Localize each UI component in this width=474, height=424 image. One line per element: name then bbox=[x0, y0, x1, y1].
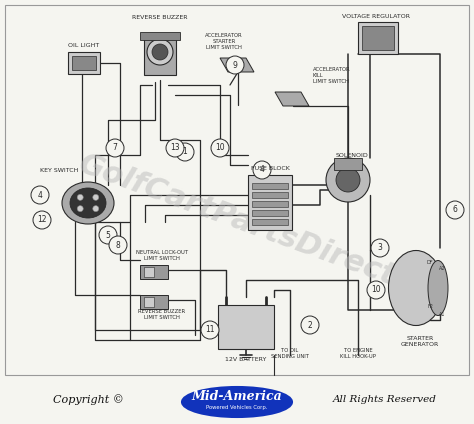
Text: 2: 2 bbox=[308, 321, 312, 329]
Text: DF: DF bbox=[427, 259, 433, 265]
Circle shape bbox=[152, 44, 168, 60]
Circle shape bbox=[253, 161, 271, 179]
Text: 13: 13 bbox=[170, 143, 180, 153]
Ellipse shape bbox=[62, 182, 114, 224]
Text: FUSE BLOCK: FUSE BLOCK bbox=[251, 166, 290, 171]
Ellipse shape bbox=[70, 188, 106, 218]
Bar bbox=[248, 175, 292, 230]
Text: 9: 9 bbox=[233, 61, 237, 70]
Circle shape bbox=[301, 316, 319, 334]
Polygon shape bbox=[275, 92, 309, 106]
Bar bbox=[72, 56, 96, 70]
Circle shape bbox=[106, 139, 124, 157]
Text: 12: 12 bbox=[37, 215, 47, 224]
Circle shape bbox=[93, 194, 99, 201]
Circle shape bbox=[166, 139, 184, 157]
Bar bbox=[218, 305, 274, 349]
Text: ACCELERATOR
KILL
LIMIT SWITCH: ACCELERATOR KILL LIMIT SWITCH bbox=[313, 67, 351, 84]
Text: 4: 4 bbox=[37, 190, 43, 200]
Text: 6: 6 bbox=[453, 206, 457, 215]
Circle shape bbox=[371, 239, 389, 257]
Text: REVERSE BUZZER
LIMIT SWITCH: REVERSE BUZZER LIMIT SWITCH bbox=[138, 309, 185, 320]
Bar bbox=[252, 183, 288, 189]
Circle shape bbox=[336, 168, 360, 192]
Bar bbox=[140, 32, 180, 40]
Circle shape bbox=[109, 236, 127, 254]
Circle shape bbox=[446, 201, 464, 219]
Bar bbox=[252, 219, 288, 225]
Circle shape bbox=[93, 206, 99, 212]
Text: STARTER
GENERATOR: STARTER GENERATOR bbox=[401, 336, 439, 347]
Text: GolfCartPartsDirect: GolfCartPartsDirect bbox=[74, 149, 400, 291]
Circle shape bbox=[147, 39, 173, 65]
Text: 10: 10 bbox=[371, 285, 381, 295]
Text: Copyright ©: Copyright © bbox=[53, 395, 123, 405]
Text: SOLENOID: SOLENOID bbox=[336, 153, 368, 158]
Bar bbox=[252, 201, 288, 207]
Text: F2: F2 bbox=[427, 304, 433, 309]
Text: Mid-America: Mid-America bbox=[191, 391, 283, 404]
Text: All Rights Reserved: All Rights Reserved bbox=[333, 396, 437, 404]
Text: 1: 1 bbox=[182, 148, 187, 156]
Text: A1: A1 bbox=[439, 312, 445, 316]
Bar bbox=[144, 297, 154, 307]
Text: 12V BATTERY: 12V BATTERY bbox=[225, 357, 267, 362]
Circle shape bbox=[77, 206, 83, 212]
Text: REVERSE BUZZER: REVERSE BUZZER bbox=[132, 15, 188, 20]
Ellipse shape bbox=[428, 260, 448, 315]
Text: 4: 4 bbox=[260, 165, 264, 175]
Bar bbox=[358, 22, 398, 54]
Bar bbox=[140, 295, 168, 309]
Bar bbox=[252, 210, 288, 216]
Bar bbox=[334, 158, 362, 170]
Text: 11: 11 bbox=[205, 326, 215, 335]
Circle shape bbox=[201, 321, 219, 339]
Bar bbox=[144, 267, 154, 277]
Bar bbox=[68, 52, 100, 74]
Ellipse shape bbox=[182, 387, 292, 417]
Circle shape bbox=[367, 281, 385, 299]
Text: 5: 5 bbox=[106, 231, 110, 240]
Circle shape bbox=[33, 211, 51, 229]
Text: A2: A2 bbox=[439, 265, 445, 271]
Circle shape bbox=[226, 56, 244, 74]
Bar bbox=[252, 192, 288, 198]
Text: 7: 7 bbox=[112, 143, 118, 153]
Text: 8: 8 bbox=[116, 240, 120, 249]
Text: TO OIL
SENDING UNIT: TO OIL SENDING UNIT bbox=[271, 348, 309, 359]
Circle shape bbox=[211, 139, 229, 157]
Text: TO ENGINE
KILL HOOK-UP: TO ENGINE KILL HOOK-UP bbox=[340, 348, 376, 359]
Text: VOLTAGE REGULATOR: VOLTAGE REGULATOR bbox=[342, 14, 410, 19]
Text: 10: 10 bbox=[215, 143, 225, 153]
Text: ACCELERATOR
STARTER
LIMIT SWITCH: ACCELERATOR STARTER LIMIT SWITCH bbox=[205, 33, 243, 50]
Bar bbox=[362, 26, 394, 50]
Circle shape bbox=[77, 194, 83, 201]
Bar bbox=[144, 37, 176, 75]
Text: Powered Vehicles Corp.: Powered Vehicles Corp. bbox=[206, 405, 268, 410]
Text: OIL LIGHT: OIL LIGHT bbox=[68, 43, 100, 48]
Circle shape bbox=[31, 186, 49, 204]
Polygon shape bbox=[220, 58, 254, 72]
Circle shape bbox=[176, 143, 194, 161]
Bar bbox=[140, 265, 168, 279]
Text: NEUTRAL LOCK-OUT
LIMIT SWITCH: NEUTRAL LOCK-OUT LIMIT SWITCH bbox=[136, 250, 188, 261]
Text: KEY SWITCH: KEY SWITCH bbox=[40, 167, 78, 173]
Ellipse shape bbox=[389, 251, 444, 326]
Text: 3: 3 bbox=[378, 243, 383, 253]
Circle shape bbox=[99, 226, 117, 244]
Circle shape bbox=[326, 158, 370, 202]
Bar bbox=[5, 5, 469, 375]
